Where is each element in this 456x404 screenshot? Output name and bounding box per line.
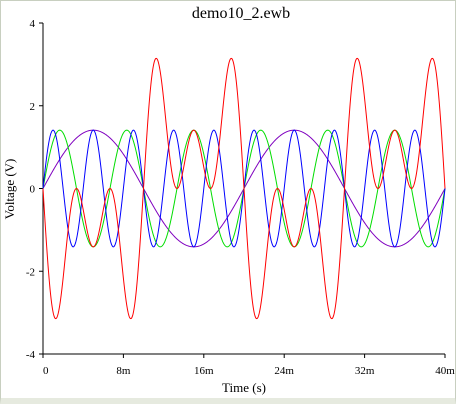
y-axis-label: Voltage (V) xyxy=(2,159,17,220)
x-tick-label: 32m xyxy=(355,365,375,377)
y-tick-label: 4 xyxy=(30,18,36,30)
voltage-time-chart: demo10_2.ewb 0 8m 16m 24m 32m 40m 4 2 0 -2 -4 Tim… xyxy=(2,5,455,395)
x-ticks: 0 8m 16m 24m 32m 40m xyxy=(42,354,455,377)
x-tick-label: 8m xyxy=(116,365,131,377)
x-tick-label: 0 xyxy=(43,365,49,377)
x-axis-label: Time (s) xyxy=(222,380,266,395)
x-tick-label: 40m xyxy=(435,365,455,377)
y-tick-label: 2 xyxy=(30,101,36,113)
chart-title: demo10_2.ewb xyxy=(192,5,290,22)
y-ticks: 4 2 0 -2 -4 xyxy=(26,18,43,361)
series-layer xyxy=(42,57,446,320)
x-tick-label: 24m xyxy=(274,365,294,377)
y-tick-label: 0 xyxy=(30,184,36,196)
series-line-4 xyxy=(42,57,446,320)
x-tick-label: 16m xyxy=(194,365,214,377)
y-tick-label: -4 xyxy=(26,349,36,361)
y-tick-label: -2 xyxy=(26,266,35,278)
